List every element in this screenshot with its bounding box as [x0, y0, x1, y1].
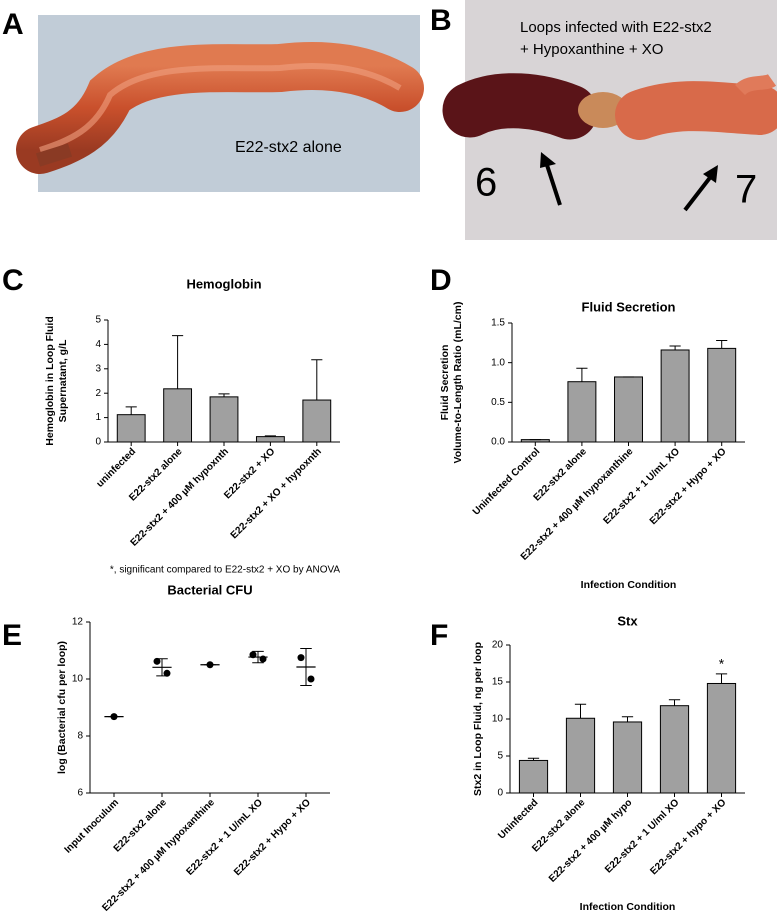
data-point	[206, 661, 214, 669]
error-bar	[576, 367, 588, 382]
y-axis-label: Hemoglobin in Loop Fluid	[44, 316, 56, 445]
error-bar	[218, 393, 230, 397]
y-tick-label: 0	[497, 788, 503, 799]
data-point	[163, 669, 171, 677]
x-tick-label: E22-stx2 + hypo + XO	[648, 797, 728, 877]
chart-title: Hemoglobin	[186, 276, 261, 291]
data-point	[249, 651, 257, 659]
handwritten-label: 6	[475, 161, 497, 205]
bar	[302, 399, 332, 443]
bar	[116, 414, 146, 443]
y-axis-label: Supernatant, g/L	[57, 339, 69, 422]
y-tick-label: 3	[95, 363, 101, 374]
y-tick-label: 0.0	[491, 437, 505, 448]
photo-b	[442, 0, 777, 240]
error-bar	[125, 406, 137, 415]
error-bar	[172, 335, 184, 389]
x-axis-label: Infection Condition	[581, 579, 677, 591]
x-tick-label: uninfected	[95, 446, 139, 490]
error-bar	[574, 703, 587, 719]
photo-caption: Loops infected with E22-stx2	[520, 19, 712, 36]
y-tick-label: 12	[72, 617, 84, 628]
panel-letter: F	[430, 619, 448, 652]
bar	[518, 759, 549, 794]
bar	[706, 682, 737, 794]
bar	[567, 381, 597, 443]
y-tick-label: 1.0	[491, 357, 505, 368]
significance-mark: *	[719, 656, 725, 672]
bar	[255, 436, 285, 443]
bar	[209, 396, 239, 443]
handwritten-label: 7	[735, 168, 757, 212]
photo-a	[16, 15, 424, 192]
bar	[659, 705, 690, 794]
y-axis-label: log (Bacterial cfu per loop)	[56, 641, 68, 774]
error-bar	[527, 757, 540, 761]
bar	[660, 349, 690, 443]
bar	[707, 347, 737, 443]
y-tick-label: 5	[497, 751, 503, 762]
x-tick-label: Uninfected	[496, 797, 540, 841]
photo-caption: E22-stx2 alone	[235, 139, 342, 156]
chart-title: Stx	[617, 613, 638, 628]
data-point	[297, 654, 305, 662]
x-tick-label: Uninfected Control	[471, 446, 543, 518]
data-point	[110, 713, 118, 721]
error-bar	[669, 345, 681, 350]
data-point	[259, 655, 267, 663]
bar	[612, 721, 643, 794]
data-point	[307, 675, 315, 683]
x-tick-label: E22-stx2 + XO + hypoxnth	[229, 446, 324, 541]
y-tick-label: 6	[77, 788, 83, 799]
y-tick-label: 15	[492, 677, 504, 688]
y-axis-label: Stx2 in Loop Fluid, ng per loop	[472, 642, 484, 796]
panel-letter: C	[2, 264, 24, 297]
data-point	[153, 657, 161, 665]
y-tick-label: 10	[72, 674, 84, 685]
x-tick-label: E22-stx2 + Hypo + XO	[648, 446, 729, 527]
x-tick-label: E22-stx2 + 400 µM hypoxnth	[129, 446, 231, 548]
error-bar	[311, 359, 323, 401]
y-axis-label: Volume-to-Length Ratio (mL/cm)	[452, 302, 464, 464]
x-tick-label: E22-stx2 + 1 U/mL XO	[602, 446, 683, 527]
y-axis-label: Fluid Secretion	[439, 345, 451, 421]
error-bar	[264, 435, 276, 437]
photo-caption: + Hypoxanthine + XO	[520, 41, 663, 58]
chart-title: Fluid Secretion	[582, 299, 676, 314]
y-tick-label: 20	[492, 640, 504, 651]
y-tick-label: 5	[95, 315, 101, 326]
panel-letter: E	[2, 619, 22, 652]
error-bar	[716, 339, 728, 349]
error-bar	[621, 716, 634, 722]
y-tick-label: 1	[95, 412, 101, 423]
bar	[163, 388, 193, 443]
error-bar	[668, 699, 681, 706]
bar	[565, 717, 596, 794]
x-tick-label: E22-stx2 + 400 µM hypo	[547, 797, 635, 885]
y-tick-label: 1.5	[491, 318, 505, 329]
y-tick-label: 0.5	[491, 397, 505, 408]
y-tick-label: 0	[95, 437, 101, 448]
error-bar	[715, 673, 728, 684]
note: *, significant compared to E22-stx2 + XO…	[110, 565, 341, 576]
y-tick-label: 8	[77, 731, 83, 742]
panel-letter: A	[2, 8, 24, 41]
panel-letter: B	[430, 4, 452, 37]
chart-title: Bacterial CFU	[167, 582, 252, 597]
x-axis-label: Infection Condition	[580, 901, 676, 913]
y-tick-label: 2	[95, 388, 101, 399]
bar	[614, 376, 643, 443]
y-tick-label: 10	[492, 714, 504, 725]
panel-letter: D	[430, 264, 452, 297]
y-tick-label: 4	[95, 339, 101, 350]
